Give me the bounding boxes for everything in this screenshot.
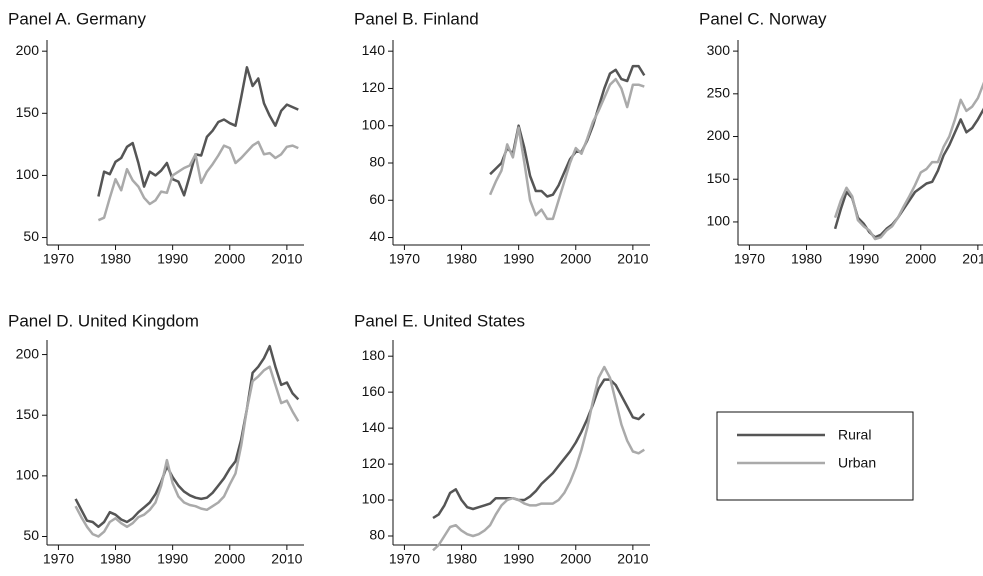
y-tick-label: 200 bbox=[707, 127, 731, 143]
y-tick-label: 180 bbox=[362, 347, 386, 363]
x-tick-label: 2000 bbox=[560, 251, 591, 267]
series-line bbox=[97, 66, 299, 197]
series-line bbox=[432, 378, 646, 520]
series-line bbox=[833, 107, 983, 239]
series-line bbox=[833, 81, 983, 241]
y-tick-label: 120 bbox=[362, 79, 386, 95]
y-tick-label: 160 bbox=[362, 383, 386, 399]
x-tick-label: 1970 bbox=[389, 251, 420, 267]
y-tick-label: 80 bbox=[369, 527, 385, 543]
series-line bbox=[432, 365, 645, 552]
y-tick-label: 150 bbox=[16, 104, 40, 120]
x-tick-label: 2010 bbox=[617, 251, 648, 267]
y-tick-label: 100 bbox=[707, 213, 731, 229]
panel-title: Panel C. Norway bbox=[699, 9, 827, 28]
y-tick-label: 140 bbox=[362, 419, 386, 435]
x-tick-label: 2010 bbox=[271, 551, 302, 567]
x-tick-label: 1990 bbox=[503, 551, 534, 567]
y-tick-label: 300 bbox=[707, 42, 731, 58]
legend-box bbox=[716, 411, 914, 501]
x-tick-label: 2010 bbox=[617, 551, 648, 567]
series-line bbox=[488, 77, 645, 221]
y-tick-label: 80 bbox=[369, 154, 385, 170]
y-tick-label: 120 bbox=[362, 455, 386, 471]
x-tick-label: 1990 bbox=[848, 251, 879, 267]
x-tick-label: 2000 bbox=[905, 251, 936, 267]
y-tick-label: 100 bbox=[362, 491, 386, 507]
y-tick-label: 140 bbox=[362, 42, 386, 58]
x-tick-label: 1980 bbox=[100, 551, 131, 567]
legend-label: Rural bbox=[838, 427, 871, 443]
series-line bbox=[489, 64, 646, 198]
legend-label: Urban bbox=[838, 455, 876, 471]
series-line bbox=[74, 344, 300, 529]
x-tick-label: 2000 bbox=[214, 551, 245, 567]
x-tick-label: 2000 bbox=[560, 551, 591, 567]
x-tick-label: 1990 bbox=[157, 251, 188, 267]
x-tick-label: 1970 bbox=[734, 251, 765, 267]
x-tick-label: 2000 bbox=[214, 251, 245, 267]
panel-title: Panel B. Finland bbox=[354, 9, 479, 28]
x-tick-label: 1970 bbox=[389, 551, 420, 567]
y-tick-label: 50 bbox=[23, 228, 39, 244]
y-tick-label: 40 bbox=[369, 228, 385, 244]
y-tick-label: 100 bbox=[16, 467, 40, 483]
x-tick-label: 1980 bbox=[100, 251, 131, 267]
x-tick-label: 2010 bbox=[962, 251, 983, 267]
y-tick-label: 60 bbox=[369, 191, 385, 207]
x-tick-label: 1980 bbox=[791, 251, 822, 267]
y-tick-label: 150 bbox=[16, 406, 40, 422]
series-line bbox=[74, 365, 300, 538]
series-line bbox=[97, 140, 299, 222]
x-tick-label: 1980 bbox=[446, 551, 477, 567]
panel-title: Panel A. Germany bbox=[8, 9, 146, 28]
x-tick-label: 1990 bbox=[157, 551, 188, 567]
y-tick-label: 50 bbox=[23, 527, 39, 543]
x-tick-label: 2010 bbox=[271, 251, 302, 267]
panel-title: Panel D. United Kingdom bbox=[8, 311, 199, 330]
y-tick-label: 250 bbox=[707, 85, 731, 101]
y-tick-label: 100 bbox=[362, 116, 386, 132]
y-tick-label: 200 bbox=[16, 345, 40, 361]
x-tick-label: 1980 bbox=[446, 251, 477, 267]
panel-title: Panel E. United States bbox=[354, 311, 525, 330]
x-tick-label: 1970 bbox=[43, 551, 74, 567]
y-tick-label: 200 bbox=[16, 42, 40, 58]
x-tick-label: 1970 bbox=[43, 251, 74, 267]
x-tick-label: 1990 bbox=[503, 251, 534, 267]
y-tick-label: 150 bbox=[707, 170, 731, 186]
y-tick-label: 100 bbox=[16, 166, 40, 182]
